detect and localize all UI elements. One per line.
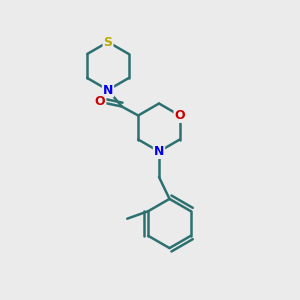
Text: S: S	[103, 35, 112, 49]
Text: N: N	[154, 145, 164, 158]
Text: N: N	[103, 83, 113, 97]
Text: O: O	[175, 109, 185, 122]
Text: O: O	[95, 95, 105, 109]
